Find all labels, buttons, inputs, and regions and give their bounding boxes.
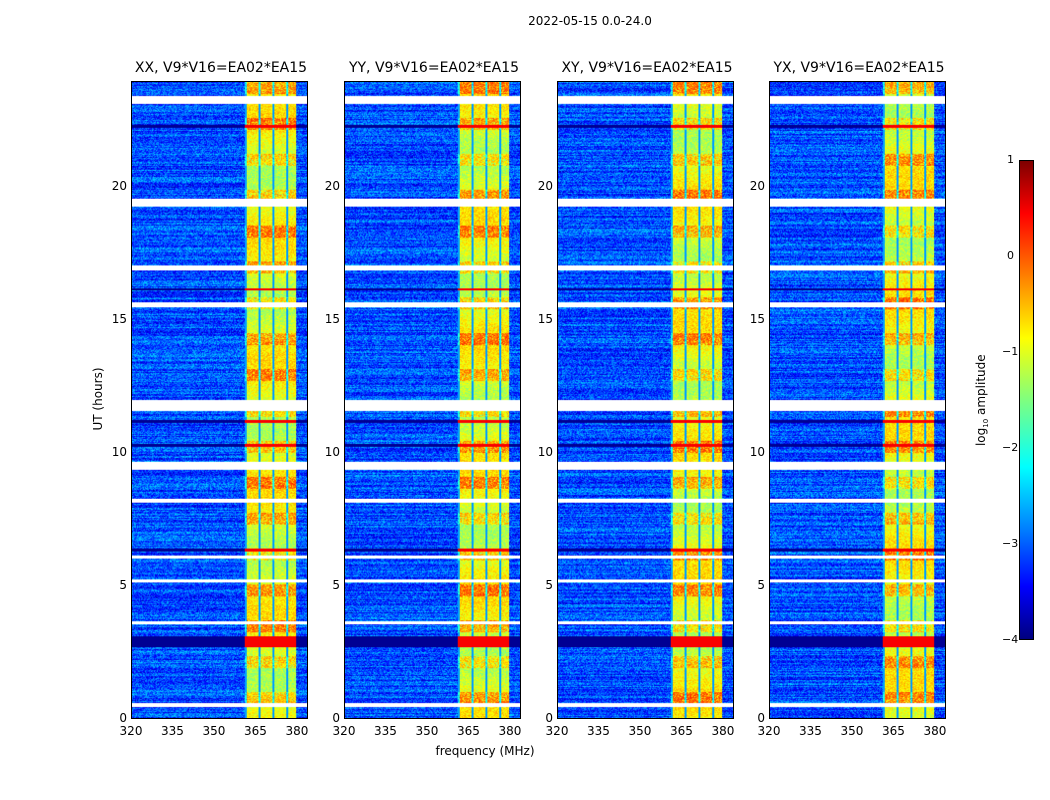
x-tick-label: 320 [332,724,356,738]
panel-3: XY, V9*V16=EA02*EA15 [557,60,734,719]
x-tick-label: 365 [670,724,693,738]
y-tick-label: 5 [119,578,127,593]
x-tick-label: 380 [923,724,947,738]
x-tick-label: 335 [374,724,397,738]
colorbar-tick-label: −3 [1002,537,1019,550]
y-tick-label: 5 [757,578,765,593]
x-tick-label: 335 [161,724,184,738]
y-tick-label: 20 [324,179,340,194]
colorbar-label-rest: amplitude [973,354,988,419]
x-tick-label: 365 [882,724,905,738]
colorbar [1019,160,1034,640]
x-tick-label: 350 [202,724,226,738]
x-tick-label: 380 [498,724,522,738]
figure-title: 2022-05-15 0.0-24.0 [528,14,652,28]
y-tick-label: 15 [537,312,553,327]
x-tick-label: 350 [628,724,652,738]
x-tick-label: 335 [587,724,610,738]
y-tick-label: 0 [545,711,553,725]
y-tick-label: 15 [111,312,127,327]
colorbar-label-main: log [973,427,988,447]
y-tick-label: 5 [332,578,340,593]
x-axis-label: frequency (MHz) [435,744,535,758]
panel-title: XY, V9*V16=EA02*EA15 [561,60,733,76]
colorbar-tick-label: 1 [1007,153,1014,166]
x-tick-label: 335 [799,724,822,738]
x-tick-label: 320 [119,724,143,738]
x-tick-label: 350 [415,724,439,738]
colorbar-label-sub: 10 [982,418,991,428]
x-tick-label: 365 [457,724,480,738]
x-tick-label: 320 [545,724,569,738]
heatmap [558,82,733,718]
y-tick-label: 10 [111,445,127,460]
y-tick-label: 10 [324,445,340,460]
y-tick-label: 10 [537,445,553,460]
y-tick-label: 5 [545,578,553,593]
panel-1: XX, V9*V16=EA02*EA15 [131,60,308,719]
y-tick-label: 15 [749,312,765,327]
y-axis-label: UT (hours) [91,367,105,431]
y-tick-label: 10 [749,445,765,460]
y-tick-label: 15 [324,312,340,327]
panel-title: YY, V9*V16=EA02*EA15 [348,60,520,76]
x-tick-label: 380 [285,724,309,738]
x-tick-label: 380 [711,724,735,738]
colorbar-tick-label: −1 [1002,345,1019,358]
y-tick-label: 0 [757,711,765,725]
heatmap [345,82,520,718]
panel-title: XX, V9*V16=EA02*EA15 [134,60,308,76]
panel-title: YX, V9*V16=EA02*EA15 [773,60,945,76]
colorbar-tick-label: 0 [1007,249,1014,262]
y-tick-label: 20 [111,179,127,194]
y-tick-label: 20 [749,179,765,194]
y-tick-label: 20 [537,179,553,194]
colorbar-tick-label: −4 [1002,633,1019,646]
colorbar-tick-label: −2 [1002,441,1019,454]
panel-4: YX, V9*V16=EA02*EA15 [769,60,946,719]
y-tick-label: 0 [119,711,127,725]
heatmap [132,82,307,718]
x-tick-label: 350 [840,724,864,738]
y-tick-label: 0 [332,711,340,725]
x-tick-label: 320 [757,724,781,738]
colorbar-label: log10 amplitude [974,340,990,460]
panel-2: YY, V9*V16=EA02*EA15 [344,60,521,719]
x-tick-label: 365 [244,724,267,738]
heatmap [770,82,945,718]
